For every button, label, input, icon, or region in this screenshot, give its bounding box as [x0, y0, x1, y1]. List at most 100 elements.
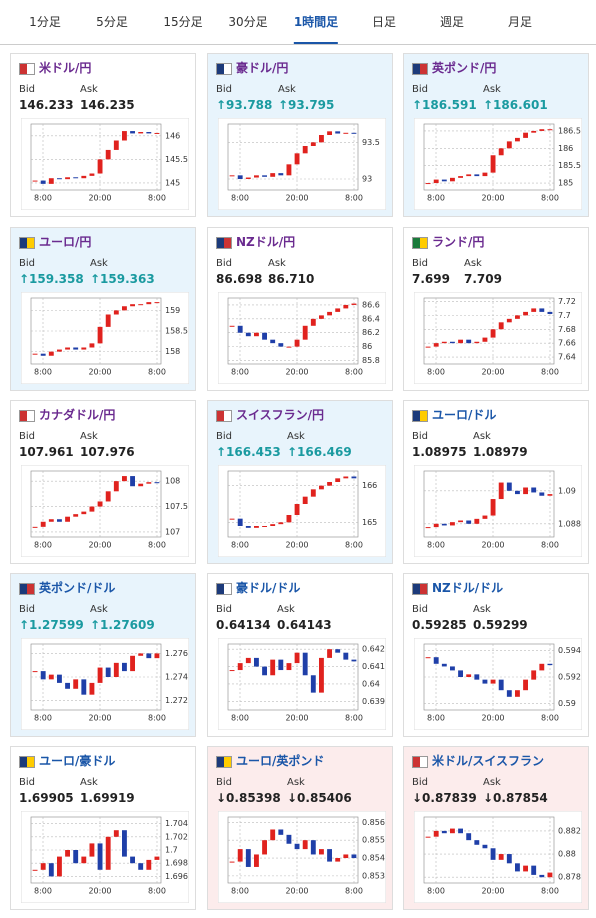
tab[interactable]: 週足 [439, 15, 465, 29]
candle [262, 666, 267, 676]
candle [89, 506, 95, 512]
x-tick-label: 8:00 [541, 541, 559, 550]
candle [154, 482, 160, 484]
currency-card[interactable]: 英ポンド/円 Bid ↑186.591 Ask ↑186.601 185 185.5 186 1… [403, 53, 589, 217]
currency-card[interactable]: 米ドル/円 Bid 146.233 Ask 146.235 145 145.5 146 8:00… [10, 53, 196, 217]
currency-card[interactable]: スイスフラン/円 Bid ↑166.453 Ask ↑166.469 165 166 8:00… [207, 400, 393, 564]
candle [458, 339, 463, 344]
mini-chart: 158 158.5 159 8:00 20:00 8:00 [21, 292, 189, 384]
x-tick-label: 20:00 [88, 887, 111, 896]
y-tick-label: 7.68 [558, 325, 576, 334]
tab[interactable]: 30分足 [228, 15, 268, 29]
candle [441, 663, 447, 667]
candle [73, 514, 79, 517]
tab[interactable]: 1時間足 [293, 0, 339, 44]
tab[interactable]: 月足 [507, 15, 533, 29]
y-tick-label: 93.5 [362, 138, 380, 147]
pair-name[interactable]: カナダドル/円 [39, 408, 116, 422]
mini-chart: 0.639 0.64 0.641 0.642 8:00 20:00 8:00 [218, 638, 386, 730]
candle [531, 130, 537, 133]
bid-value: 1.69905 [19, 791, 74, 805]
candle [65, 516, 70, 522]
pair-name[interactable]: スイスフラン/円 [236, 408, 325, 422]
currency-card[interactable]: ユーロ/豪ドル Bid 1.69905 Ask 1.69919 1.696 1.698 1.7… [10, 746, 196, 910]
x-tick-label: 8:00 [148, 714, 166, 723]
pair-name[interactable]: ユーロ/英ポンド [236, 754, 325, 768]
candle [113, 140, 119, 150]
candle [294, 843, 300, 850]
candle [48, 519, 54, 522]
pair-name[interactable]: ユーロ/ドル [432, 408, 497, 422]
candle [81, 511, 87, 515]
currency-card[interactable]: ユーロ/円 Bid ↑159.358 Ask ↑159.363 158 158.5 159 8:… [10, 227, 196, 391]
y-tick-label: 93 [362, 175, 372, 184]
y-tick-label: 0.639 [362, 697, 385, 706]
tab[interactable]: 日足 [371, 15, 397, 29]
pair-name[interactable]: NZドル/円 [236, 235, 296, 249]
tab[interactable]: 1分足 [29, 15, 61, 29]
tab[interactable]: 5分足 [96, 15, 128, 29]
candle [154, 302, 160, 304]
bid-label: Bid [19, 604, 35, 615]
candle [229, 670, 235, 672]
currency-card[interactable]: 豪ドル/ドル Bid 0.64134 Ask 0.64143 0.639 0.64 0.641… [207, 573, 393, 737]
candle [294, 153, 300, 165]
candle [57, 856, 62, 877]
pair-name[interactable]: 豪ドル/ドル [236, 581, 301, 595]
pair-name[interactable]: 米ドル/円 [39, 61, 92, 75]
currency-card[interactable]: 豪ドル/円 Bid ↑93.788 Ask ↑93.795 93 93.5 8:00 20:00… [207, 53, 393, 217]
y-tick-label: 186.5 [558, 126, 581, 135]
currency-card[interactable]: カナダドル/円 Bid 107.961 Ask 107.976 107 107.5 108 8:… [10, 400, 196, 564]
pair-name[interactable]: 英ポンド/円 [432, 61, 497, 75]
candle [32, 526, 38, 528]
candle [547, 311, 553, 314]
candle [425, 346, 431, 348]
candle [425, 657, 431, 659]
mini-chart: 145 145.5 146 8:00 20:00 8:00 [21, 118, 189, 210]
pair-name[interactable]: 英ポンド/ドル [39, 581, 116, 595]
ask-label: Ask [464, 258, 482, 269]
y-tick-label: 165 [362, 518, 377, 527]
x-tick-label: 20:00 [88, 194, 111, 203]
currency-card[interactable]: 米ドル/スイスフラン Bid ↓0.87839 Ask ↓0.87854 0.878 0.8… [403, 746, 589, 910]
y-tick-label: 1.274 [165, 673, 188, 682]
mini-chart: 107 107.5 108 8:00 20:00 8:00 [21, 465, 189, 557]
pair-name[interactable]: NZドル/ドル [432, 581, 504, 595]
y-tick-label: 145.5 [165, 155, 188, 164]
currency-card[interactable]: NZドル/ドル Bid 0.59285 Ask 0.59299 0.59 0.592 0.59… [403, 573, 589, 737]
candle [57, 349, 62, 352]
candle [113, 310, 119, 315]
candle [40, 353, 46, 356]
currency-card[interactable]: 英ポンド/ドル Bid ↑1.27599 Ask ↑1.27609 1.272 1.274 1… [10, 573, 196, 737]
pair-name[interactable]: ユーロ/円 [39, 235, 92, 249]
pair-name[interactable]: 豪ドル/円 [236, 61, 289, 75]
bid-value: 1.08975 [412, 445, 467, 459]
bid-label: Bid [412, 258, 428, 269]
tab[interactable]: 15分足 [163, 15, 203, 29]
bid-label: Bid [19, 84, 35, 95]
pair-name[interactable]: 米ドル/スイスフラン [432, 754, 545, 768]
ask-label: Ask [473, 431, 491, 442]
pair-name[interactable]: ユーロ/豪ドル [39, 754, 116, 768]
candle [351, 854, 357, 859]
bid-value: 7.699 [412, 272, 450, 286]
candle [113, 481, 119, 492]
flag [19, 756, 35, 768]
currency-card[interactable]: ランド/円 Bid 7.699 Ask 7.709 7.64 7.66 7.68 7.7 7.72… [403, 227, 589, 391]
pair-name[interactable]: ランド/円 [432, 235, 485, 249]
candle [506, 482, 512, 491]
candle [474, 674, 480, 680]
candle [146, 653, 152, 659]
candle [531, 308, 537, 312]
currency-card[interactable]: ユーロ/ドル Bid 1.08975 Ask 1.08979 1.088 1.09 8:00 2… [403, 400, 589, 564]
x-tick-label: 8:00 [34, 887, 52, 896]
candle [506, 854, 512, 864]
x-tick-label: 8:00 [427, 887, 445, 896]
currency-card[interactable]: NZドル/円 Bid 86.698 Ask 86.710 85.8 86 86.2 86.4 86… [207, 227, 393, 391]
x-tick-label: 8:00 [231, 714, 249, 723]
candle [515, 863, 520, 872]
candle [270, 524, 276, 526]
currency-card[interactable]: ユーロ/英ポンド Bid ↓0.85398 Ask ↓0.85406 0.853 0.854… [207, 746, 393, 910]
candle [40, 521, 46, 527]
candle [335, 131, 341, 134]
